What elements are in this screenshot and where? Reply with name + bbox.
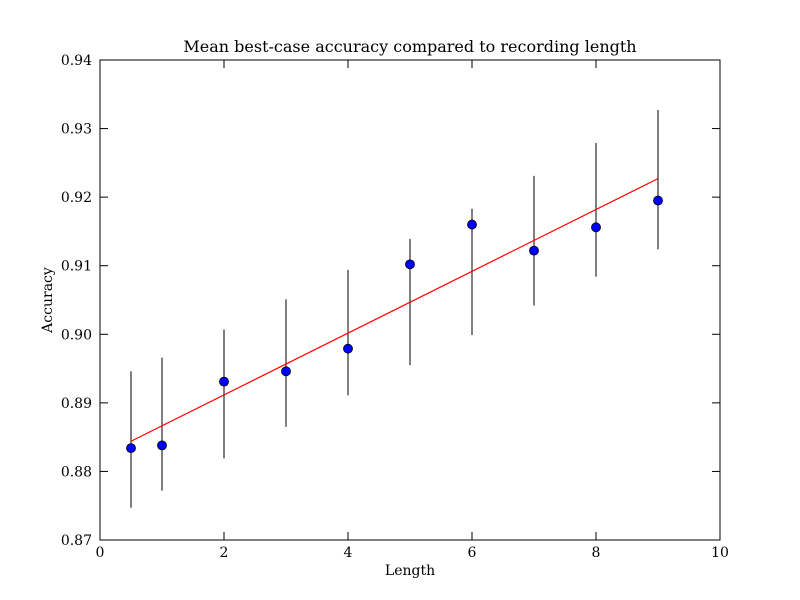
data-point	[405, 259, 415, 270]
x-tick-label: 0	[96, 545, 105, 561]
data-points	[126, 195, 663, 454]
x-tick-label: 6	[468, 545, 477, 561]
fit-line-group	[130, 178, 659, 442]
x-tick-label: 4	[344, 545, 353, 561]
data-point	[281, 366, 291, 377]
y-tick-label: 0.90	[61, 327, 92, 343]
y-ticks: 0.87 0.88 0.89 0.90 0.91 0.92 0.93 0.94	[61, 53, 720, 549]
chart-title: Mean best-case accuracy compared to reco…	[183, 37, 636, 56]
data-point	[591, 222, 601, 233]
data-point	[467, 219, 477, 230]
x-tick-label: 2	[220, 545, 229, 561]
y-tick-label: 0.92	[61, 190, 92, 206]
data-point	[219, 376, 229, 387]
data-point	[343, 343, 353, 354]
fit-line	[130, 178, 659, 442]
data-point	[126, 443, 136, 454]
x-tick-label: 10	[711, 545, 729, 561]
y-tick-label: 0.93	[61, 122, 92, 138]
y-tick-label: 0.94	[61, 53, 92, 69]
y-tick-label: 0.88	[61, 464, 92, 480]
y-tick-label: 0.89	[61, 396, 92, 412]
y-tick-label: 0.87	[61, 533, 92, 549]
y-tick-label: 0.91	[61, 259, 92, 275]
data-point	[653, 195, 663, 206]
x-ticks: 0 2 4 6 8 10	[96, 60, 729, 561]
y-axis-label: Accuracy	[40, 267, 56, 334]
data-point	[157, 440, 167, 451]
x-tick-label: 8	[592, 545, 601, 561]
data-point	[529, 245, 539, 256]
x-axis-label: Length	[385, 563, 435, 579]
